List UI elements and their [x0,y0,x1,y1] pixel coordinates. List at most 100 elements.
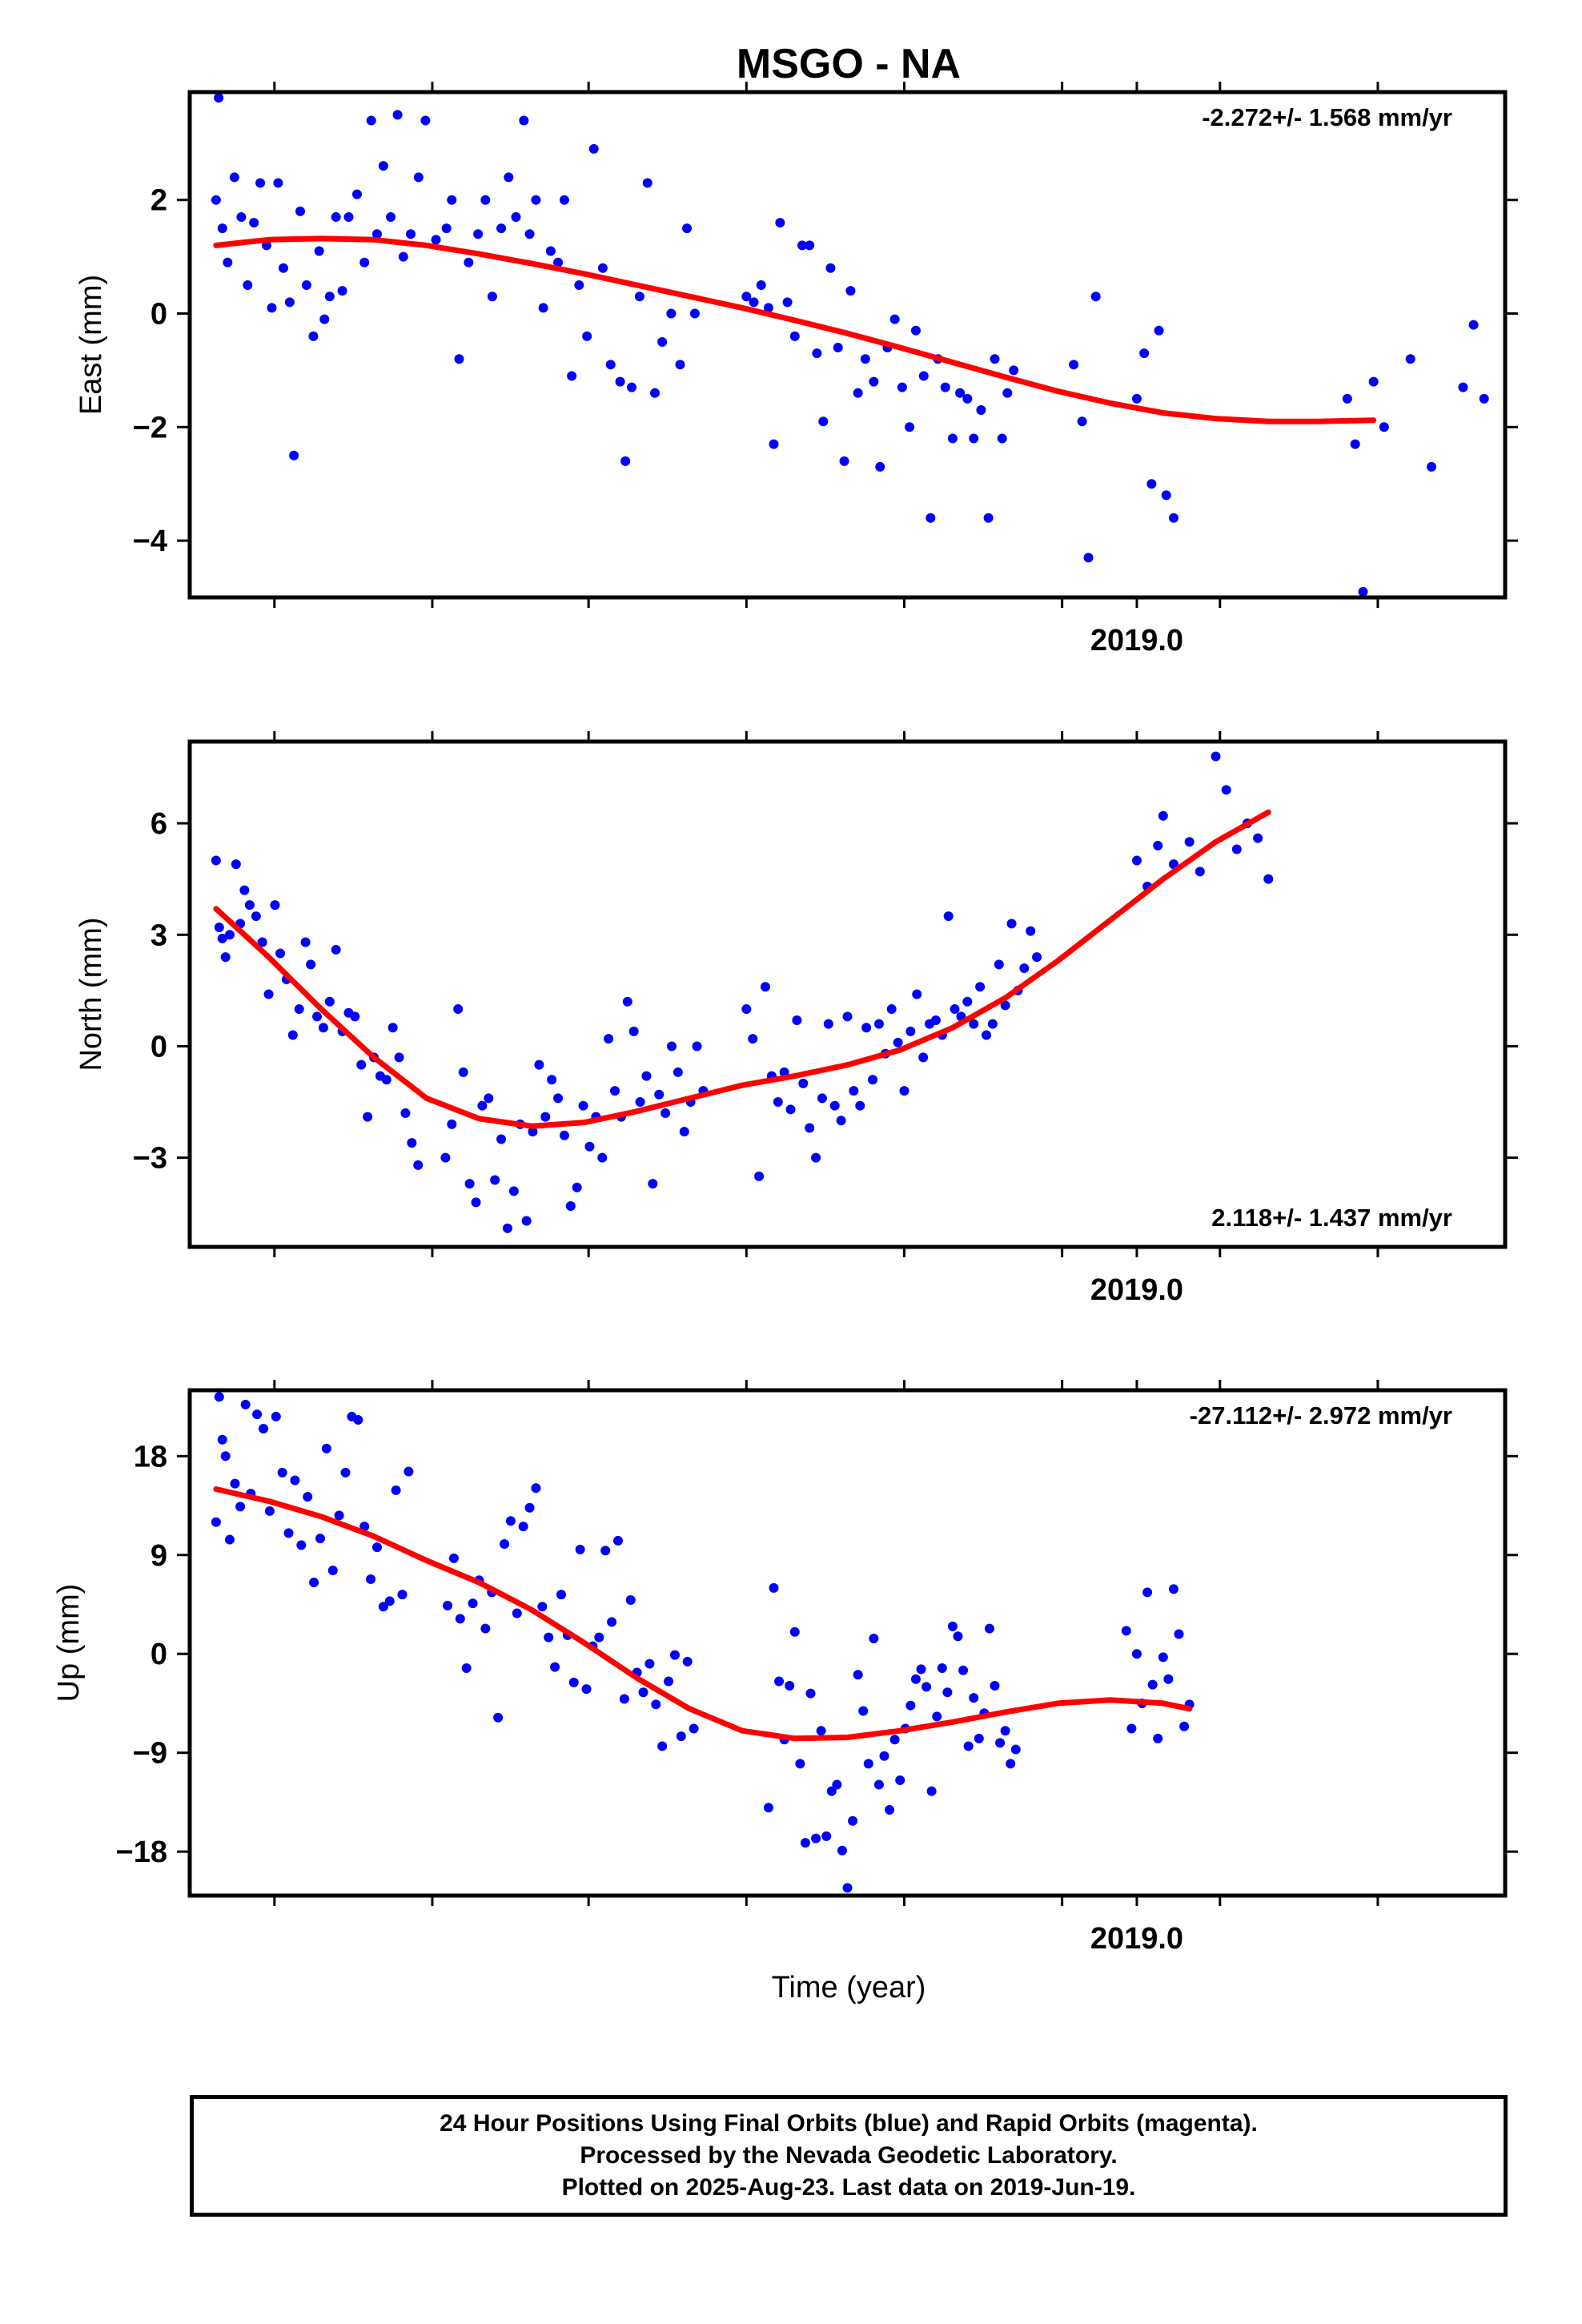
data-point [839,456,849,466]
data-point [1153,840,1163,850]
data-point [1231,844,1242,854]
data-point [511,211,521,222]
data-point [853,1670,863,1680]
data-point [673,1067,683,1077]
data-point [860,354,870,364]
data-point [628,1026,639,1036]
panel-3-frame [187,1388,1508,1898]
data-point [666,1041,677,1051]
data-point [443,1600,453,1610]
data-point [340,1467,351,1478]
data-point [556,1590,566,1600]
data-point [798,1078,809,1088]
data-point [314,246,324,256]
data-point [773,1097,783,1108]
data-point [502,1223,512,1233]
x-tick-label: 2019.0 [1090,624,1183,657]
data-point [1158,1652,1168,1663]
panel-3-y-axis-label: Up (mm) [52,1584,86,1703]
data-point [243,280,253,291]
data-point [301,280,311,291]
data-point [448,1553,459,1563]
data-point [400,1108,411,1118]
data-point [1090,292,1101,302]
data-point [664,1676,674,1687]
data-point [538,303,548,313]
footer-line-3: Plotted on 2025-Aug-23. Last data on 201… [561,2174,1136,2201]
data-point [296,1540,307,1550]
data-point [1342,393,1352,404]
data-point [775,218,785,228]
data-point [455,1614,465,1624]
data-point [910,1674,921,1684]
data-point [1211,751,1221,762]
data-point [211,195,221,205]
data-point [381,1075,391,1085]
data-point [1083,553,1094,563]
data-point [484,1093,494,1104]
data-point [657,336,668,347]
data-point [512,1608,522,1618]
data-point [350,1011,360,1022]
data-point [797,240,807,251]
data-point [861,1023,872,1033]
data-point [366,115,376,126]
data-point [578,1100,588,1111]
data-point [572,1182,582,1192]
data-point [275,948,286,959]
data-point [682,1656,693,1667]
data-point [975,982,986,992]
data-point [893,1037,903,1047]
data-point [387,1023,398,1033]
data-point [829,1100,840,1111]
data-point [873,1779,884,1790]
data-point [447,195,457,205]
panel-1-fit-curve [213,235,1377,424]
data-point [1139,348,1150,359]
data-point [816,1726,826,1736]
data-point [1153,1733,1163,1743]
data-point [356,1059,367,1070]
data-point [619,1694,629,1704]
data-point [990,354,1000,364]
data-point [273,178,283,188]
data-point [287,1030,298,1040]
data-point [654,1089,665,1100]
data-point [1006,919,1017,929]
data-point [789,331,800,341]
data-point [605,360,616,370]
data-point [682,223,693,234]
data-point [547,1075,557,1085]
data-point [337,286,347,296]
data-point [634,292,644,302]
data-point [308,331,319,341]
panel-2-frame [187,739,1508,1249]
data-point [649,388,660,398]
data-point [800,1838,810,1848]
data-point [255,178,266,188]
data-point [1077,416,1087,427]
data-point [251,911,261,922]
data-point [211,855,221,866]
data-point [997,433,1007,444]
data-point [1000,1000,1010,1011]
data-point [239,885,250,895]
data-point [480,195,491,205]
data-point [930,1015,941,1025]
data-point [912,989,922,999]
data-point [264,1506,275,1516]
panel-1: 2019.0 2 0 −2 −4 East (mm) -2.272+/- 1.568 mm/… [74,82,1518,657]
data-point [294,1004,304,1015]
data-point [1405,354,1415,364]
data-point [916,1664,926,1675]
data-point [1006,1759,1016,1769]
data-point [962,996,973,1007]
data-point [1358,586,1368,597]
data-point [858,1706,869,1716]
data-point [657,1741,668,1751]
data-point [1168,513,1178,523]
data-point [1158,810,1168,821]
data-point [615,376,625,387]
y-tick-label: 6 [151,807,167,841]
data-point [471,1197,481,1208]
